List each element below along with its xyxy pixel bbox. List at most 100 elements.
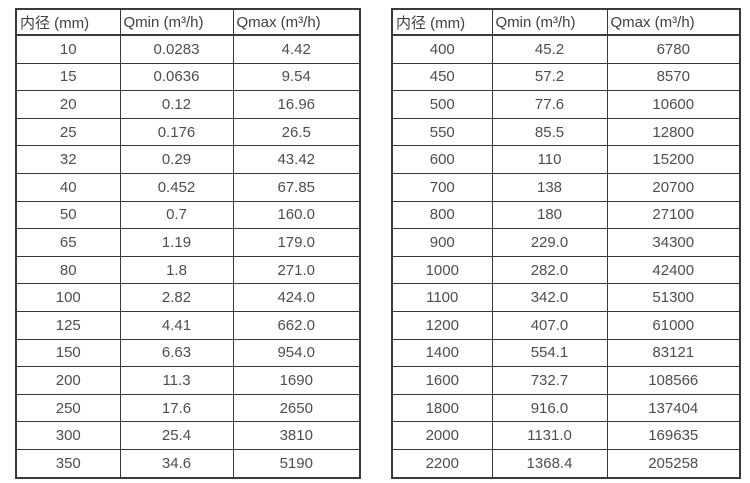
data-cell: 34.6 [119, 448, 234, 479]
table-row: 40 0.452 67.85 [15, 172, 361, 202]
table-row: 400 45.2 6780 [391, 34, 741, 64]
data-cell: 342.0 [491, 283, 608, 312]
table-row: 900 229.0 34300 [391, 228, 741, 257]
data-cell: 3810 [232, 421, 361, 450]
data-cell: 550 [391, 117, 493, 147]
flow-rate-table-small-diameters: 内径 (mm) Qmin (m³/h) Qmax (m³/h) 10 0.0283 4.4… [15, 8, 361, 479]
table-row: 300 25.4 3810 [15, 421, 361, 450]
data-cell: 1600 [391, 366, 493, 395]
header-cell: Qmax (m³/h) [232, 8, 361, 36]
data-cell: 954.0 [232, 338, 361, 368]
data-cell: 16.96 [232, 90, 361, 119]
table-row: 32 0.29 43.42 [15, 145, 361, 174]
data-cell: 450 [391, 62, 493, 92]
data-cell: 10 [15, 34, 121, 64]
table-row: 1800 916.0 137404 [391, 393, 741, 423]
data-cell: 80 [15, 255, 121, 285]
table-row: 100 2.82 424.0 [15, 283, 361, 312]
table-row: 1200 407.0 61000 [391, 310, 741, 340]
table-row: 10 0.0283 4.42 [15, 34, 361, 64]
data-cell: 61000 [606, 310, 741, 340]
data-cell: 45.2 [491, 34, 608, 64]
data-cell: 800 [391, 200, 493, 230]
data-cell: 25 [15, 117, 121, 147]
data-cell: 51300 [606, 283, 741, 312]
data-cell: 15200 [606, 145, 741, 174]
data-cell: 10600 [606, 90, 741, 119]
data-cell: 900 [391, 228, 493, 257]
table-row: 25 0.176 26.5 [15, 117, 361, 147]
data-cell: 205258 [606, 448, 741, 479]
data-cell: 12800 [606, 117, 741, 147]
data-cell: 137404 [606, 393, 741, 423]
data-cell: 179.0 [232, 228, 361, 257]
header-row: 内径 (mm) Qmin (m³/h) Qmax (m³/h) [391, 8, 741, 36]
table-row: 2000 1131.0 169635 [391, 421, 741, 450]
table-row: 800 180 27100 [391, 200, 741, 230]
data-cell: 1000 [391, 255, 493, 285]
data-cell: 125 [15, 310, 121, 340]
data-cell: 500 [391, 90, 493, 119]
table-row: 50 0.7 160.0 [15, 200, 361, 230]
data-cell: 229.0 [491, 228, 608, 257]
data-cell: 2000 [391, 421, 493, 450]
table-row: 200 11.3 1690 [15, 366, 361, 395]
data-cell: 200 [15, 366, 121, 395]
data-cell: 50 [15, 200, 121, 230]
data-cell: 916.0 [491, 393, 608, 423]
data-cell: 85.5 [491, 117, 608, 147]
data-cell: 9.54 [232, 62, 361, 92]
table-row: 500 77.6 10600 [391, 90, 741, 119]
data-cell: 424.0 [232, 283, 361, 312]
data-cell: 27100 [606, 200, 741, 230]
table-row: 250 17.6 2650 [15, 393, 361, 423]
table-row: 20 0.12 16.96 [15, 90, 361, 119]
data-cell: 600 [391, 145, 493, 174]
data-cell: 8570 [606, 62, 741, 92]
data-cell: 138 [491, 172, 608, 202]
data-cell: 20 [15, 90, 121, 119]
data-cell: 26.5 [232, 117, 361, 147]
table-row: 350 34.6 5190 [15, 448, 361, 479]
flow-rate-table-large-diameters: 内径 (mm) Qmin (m³/h) Qmax (m³/h) 400 45.2 6780… [391, 8, 741, 479]
data-cell: 11.3 [119, 366, 234, 395]
table-row: 15 0.0636 9.54 [15, 62, 361, 92]
data-cell: 67.85 [232, 172, 361, 202]
data-cell: 100 [15, 283, 121, 312]
table-row: 2200 1368.4 205258 [391, 448, 741, 479]
data-cell: 110 [491, 145, 608, 174]
data-cell: 0.0636 [119, 62, 234, 92]
data-cell: 662.0 [232, 310, 361, 340]
data-cell: 1368.4 [491, 448, 608, 479]
data-cell: 1131.0 [491, 421, 608, 450]
table-row: 550 85.5 12800 [391, 117, 741, 147]
table-row: 700 138 20700 [391, 172, 741, 202]
table-row: 125 4.41 662.0 [15, 310, 361, 340]
data-cell: 400 [391, 34, 493, 64]
data-cell: 1100 [391, 283, 493, 312]
data-cell: 25.4 [119, 421, 234, 450]
data-cell: 0.452 [119, 172, 234, 202]
data-cell: 2650 [232, 393, 361, 423]
data-cell: 554.1 [491, 338, 608, 368]
data-cell: 65 [15, 228, 121, 257]
data-cell: 700 [391, 172, 493, 202]
header-row: 内径 (mm) Qmin (m³/h) Qmax (m³/h) [15, 8, 361, 36]
table-row: 1100 342.0 51300 [391, 283, 741, 312]
data-cell: 6.63 [119, 338, 234, 368]
data-cell: 32 [15, 145, 121, 174]
data-cell: 57.2 [491, 62, 608, 92]
header-cell: Qmax (m³/h) [606, 8, 741, 36]
data-cell: 34300 [606, 228, 741, 257]
table-row: 1400 554.1 83121 [391, 338, 741, 368]
data-cell: 1.19 [119, 228, 234, 257]
data-cell: 300 [15, 421, 121, 450]
data-cell: 83121 [606, 338, 741, 368]
data-cell: 407.0 [491, 310, 608, 340]
table-row: 65 1.19 179.0 [15, 228, 361, 257]
data-cell: 1200 [391, 310, 493, 340]
data-cell: 77.6 [491, 90, 608, 119]
data-cell: 17.6 [119, 393, 234, 423]
data-cell: 1690 [232, 366, 361, 395]
